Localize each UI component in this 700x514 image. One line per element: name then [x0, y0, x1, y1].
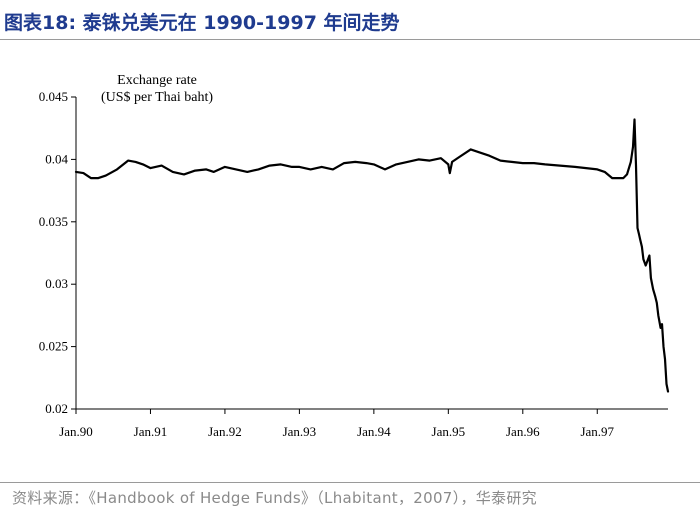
x-tick-label: Jan.97 [580, 424, 614, 439]
x-tick-label: Jan.91 [134, 424, 168, 439]
y-tick-label: 0.03 [45, 276, 68, 291]
x-axis-ticks: Jan.90 Jan.91 Jan.92 Jan.93 Jan.94 Jan.95 Jan.… [59, 409, 615, 439]
y-axis-label-line2: (US$ per Thai baht) [101, 90, 213, 105]
source-divider [0, 482, 700, 483]
y-tick-label: 0.045 [39, 89, 68, 104]
title-divider [0, 39, 700, 40]
exchange-rate-line [74, 118, 670, 393]
y-tick-label: 0.04 [45, 151, 68, 166]
x-tick-label: Jan.95 [432, 424, 466, 439]
x-tick-label: Jan.93 [283, 424, 317, 439]
x-tick-label: Jan.92 [208, 424, 242, 439]
x-tick-label: Jan.90 [59, 424, 93, 439]
y-axis-label-line1: Exchange rate [117, 73, 197, 88]
y-axis-ticks: 0.02 0.025 0.03 0.035 0.04 0.045 [39, 89, 76, 416]
figure-title: 图表18: 泰铢兑美元在 1990-1997 年间走势 [4, 12, 400, 34]
y-tick-label: 0.035 [39, 214, 68, 229]
chart-axes [75, 97, 668, 410]
source-note: 资料来源：《Handbook of Hedge Funds》（Lhabitant… [12, 489, 537, 507]
x-tick-label: Jan.96 [506, 424, 540, 439]
y-tick-label: 0.025 [39, 339, 68, 354]
series-group [74, 118, 670, 393]
x-tick-label: Jan.94 [357, 424, 391, 439]
y-tick-label: 0.02 [45, 401, 68, 416]
